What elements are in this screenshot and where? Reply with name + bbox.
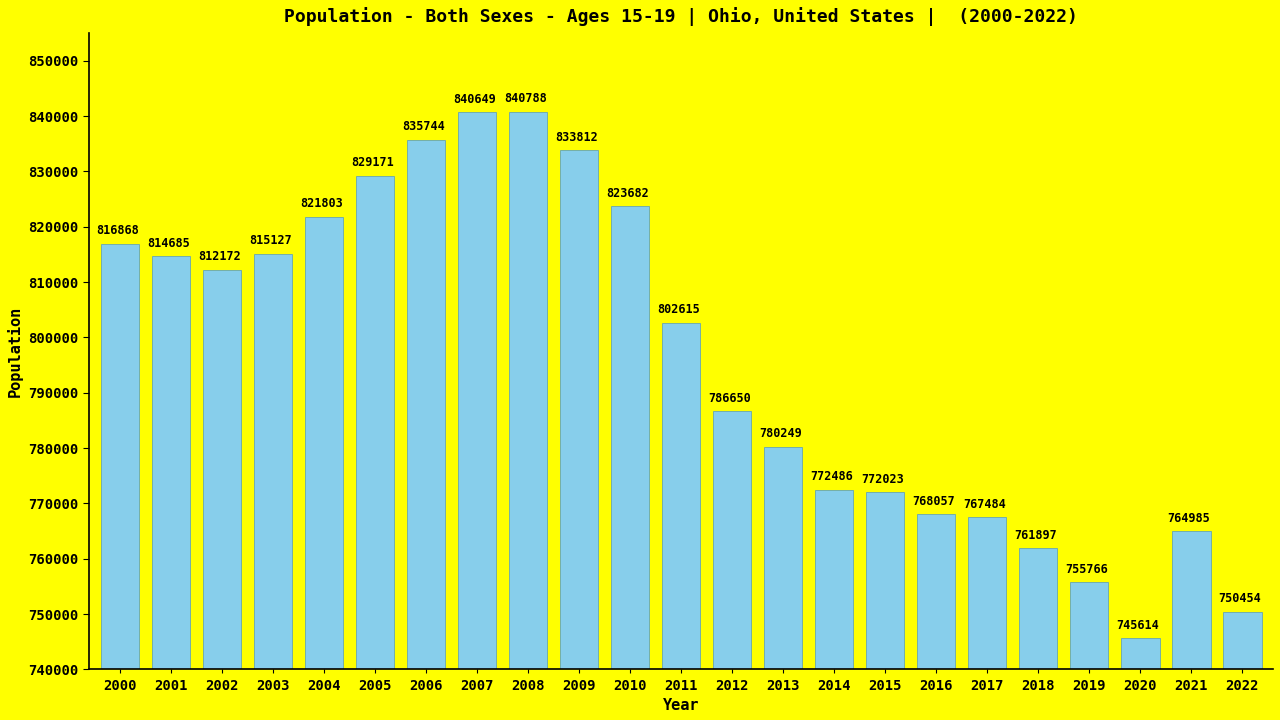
Text: 755766: 755766 xyxy=(1065,562,1108,575)
Text: 812172: 812172 xyxy=(198,251,241,264)
Bar xyxy=(918,514,955,670)
Bar xyxy=(509,112,547,670)
Text: 833812: 833812 xyxy=(556,130,598,144)
Text: 750454: 750454 xyxy=(1219,592,1261,605)
Bar xyxy=(559,150,598,670)
X-axis label: Year: Year xyxy=(663,698,699,713)
Bar xyxy=(151,256,189,670)
Bar xyxy=(202,270,241,670)
Text: 815127: 815127 xyxy=(248,234,292,247)
Text: 768057: 768057 xyxy=(913,495,955,508)
Bar xyxy=(356,176,394,670)
Text: 823682: 823682 xyxy=(607,186,649,199)
Bar xyxy=(101,244,140,670)
Text: 821803: 821803 xyxy=(300,197,343,210)
Bar xyxy=(305,217,343,670)
Bar xyxy=(1224,611,1262,670)
Bar xyxy=(611,207,649,670)
Bar xyxy=(713,411,751,670)
Bar xyxy=(968,518,1006,670)
Bar xyxy=(407,140,445,670)
Bar xyxy=(764,446,803,670)
Text: 835744: 835744 xyxy=(402,120,444,133)
Y-axis label: Population: Population xyxy=(6,305,23,397)
Text: 829171: 829171 xyxy=(351,156,394,169)
Bar xyxy=(1019,549,1057,670)
Bar xyxy=(458,112,497,670)
Text: 802615: 802615 xyxy=(657,303,700,316)
Text: 816868: 816868 xyxy=(96,225,138,238)
Bar xyxy=(1172,531,1211,670)
Bar xyxy=(815,490,854,670)
Bar xyxy=(662,323,700,670)
Title: Population - Both Sexes - Ages 15-19 | Ohio, United States |  (2000-2022): Population - Both Sexes - Ages 15-19 | O… xyxy=(284,7,1078,26)
Text: 772023: 772023 xyxy=(861,472,904,485)
Text: 840649: 840649 xyxy=(453,93,495,106)
Text: 786650: 786650 xyxy=(708,392,751,405)
Text: 761897: 761897 xyxy=(1014,528,1057,541)
Bar xyxy=(253,253,292,670)
Text: 767484: 767484 xyxy=(964,498,1006,510)
Bar xyxy=(1070,582,1108,670)
Bar xyxy=(1121,639,1160,670)
Text: 772486: 772486 xyxy=(810,470,852,483)
Bar xyxy=(867,492,905,670)
Text: 745614: 745614 xyxy=(1116,618,1160,631)
Text: 764985: 764985 xyxy=(1167,511,1210,525)
Text: 780249: 780249 xyxy=(759,427,803,440)
Text: 840788: 840788 xyxy=(504,92,547,105)
Text: 814685: 814685 xyxy=(147,236,189,250)
